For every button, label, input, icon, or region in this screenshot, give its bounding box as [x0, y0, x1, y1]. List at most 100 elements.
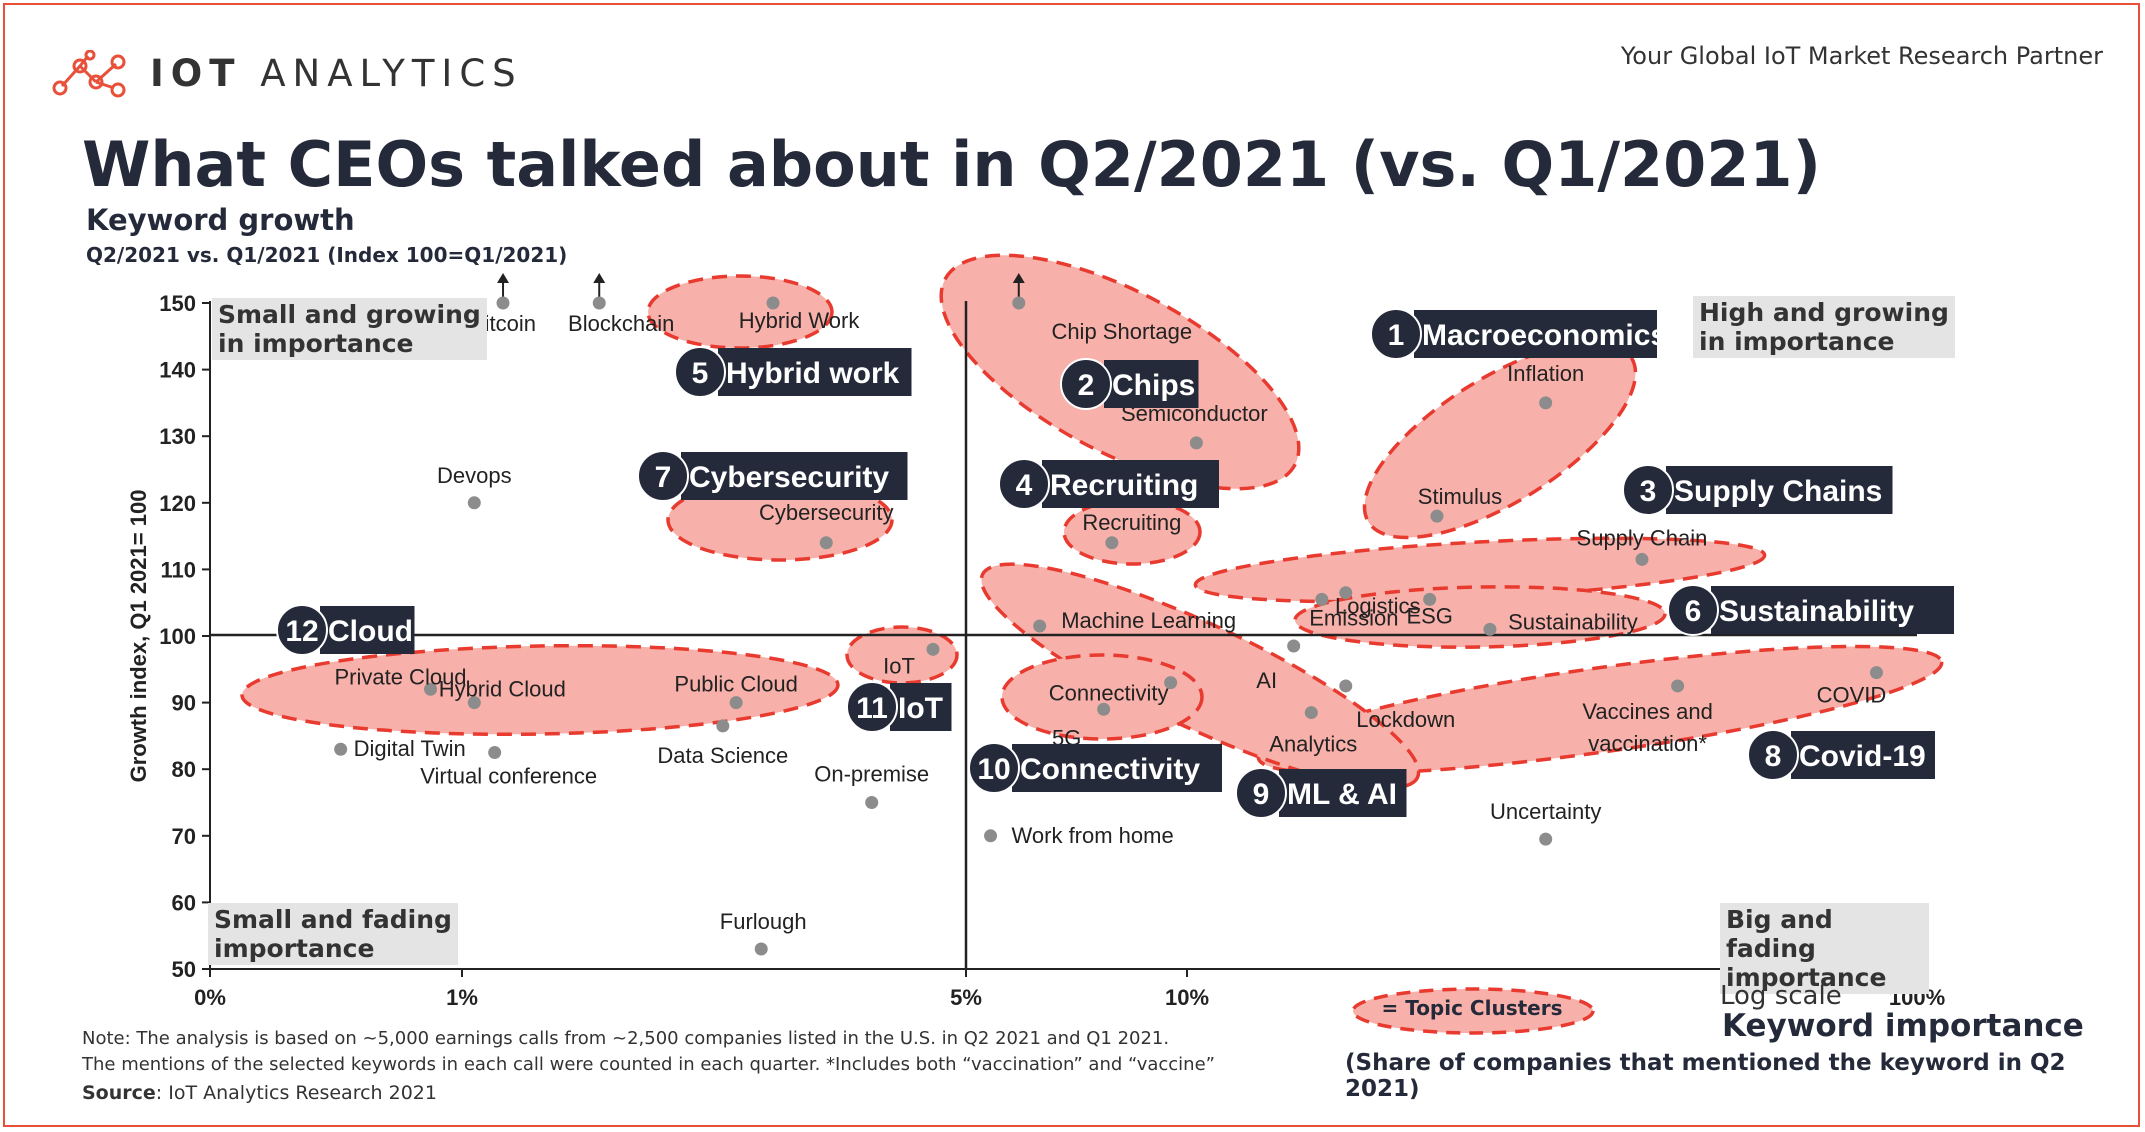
cluster-badge-number-cybersecurity — [637, 450, 689, 502]
point-label-virtual-conference: Virtual conference — [420, 764, 597, 789]
offscale-arrowhead-chip-shortage — [1012, 273, 1025, 283]
cluster-badge-label-covid-19: Covid-19 — [1799, 740, 1926, 773]
point-label-machine-learning: Machine Learning — [1061, 608, 1236, 633]
cluster-badge-num-text-supply-chains: 3 — [1640, 475, 1657, 508]
y-tick-label: 90 — [172, 691, 196, 716]
cluster-badge-label-cloud: Cloud — [328, 615, 413, 648]
cluster-badge-label-supply-chains: Supply Chains — [1674, 475, 1882, 508]
cluster-badge-label-bg-macroeconomics — [1414, 310, 1657, 358]
cluster-badge-num-text-chips: 2 — [1078, 369, 1095, 402]
page-frame — [3, 3, 2140, 1127]
y-tick-label: 120 — [159, 491, 196, 516]
quadrant-label-bottom-right: Big and fading importance — [1720, 903, 1929, 994]
y-tick-label: 60 — [172, 890, 196, 915]
chart-subtitle: Keyword growth — [86, 203, 355, 237]
point-iot — [926, 642, 940, 656]
data-points: Bitcoin Blockchain Hybrid Work Chip Shortag… — [334, 273, 1886, 956]
cluster-badge-number-macroeconomics — [1370, 308, 1422, 360]
iot-analytics-logo-icon — [52, 50, 126, 98]
point-label-iot: IoT — [883, 653, 915, 678]
note-line-1: Note: The analysis is based on ~5,000 ea… — [82, 1028, 1170, 1049]
cluster-shape-sustainability — [1293, 585, 1667, 649]
tagline: Your Global IoT Market Research Partner — [1620, 42, 2103, 70]
cluster-badge-label-bg-hybrid-work — [718, 348, 912, 396]
point-label-hybrid-cloud: Hybrid Cloud — [439, 677, 566, 702]
point-bitcoin — [496, 296, 510, 310]
chart-subtitle-2: Q2/2021 vs. Q1/2021 (Index 100=Q1/2021) — [86, 243, 568, 267]
point-label-work-from-home: Work from home — [1012, 823, 1174, 848]
point-digital-twin — [334, 742, 348, 756]
point-label-ai: AI — [1256, 668, 1277, 693]
x-tick-label: 0% — [194, 985, 226, 1010]
cluster-badge-num-text-macroeconomics: 1 — [1388, 319, 1405, 352]
point-label-sustainability: Sustainability — [1508, 609, 1638, 634]
legend-cluster-swatch — [1351, 987, 1595, 1035]
point-label-blockchain: Blockchain — [568, 311, 674, 336]
point-label-logistics: Logistics — [1335, 594, 1421, 619]
y-tick-label: 110 — [161, 557, 197, 582]
point-cybersecurity — [819, 536, 833, 550]
point-label-cybersecurity: Cybersecurity — [759, 500, 893, 525]
y-axis-title: Growth index, Q1 2021= 100 — [126, 490, 151, 783]
point-furlough — [754, 942, 768, 956]
y-tick-label: 150 — [159, 291, 196, 316]
cluster-badge-num-text-hybrid-work: 5 — [692, 357, 709, 390]
offscale-arrowhead-bitcoin — [497, 273, 510, 283]
cluster-shape-cloud — [240, 643, 840, 737]
cluster-badge-number-supply-chains — [1622, 464, 1674, 516]
cluster-badge-label-recruiting: Recruiting — [1050, 469, 1198, 502]
point-label-furlough: Furlough — [720, 909, 807, 934]
point-machine-learning — [1033, 619, 1047, 633]
cluster-badge-num-text-cloud: 12 — [285, 615, 318, 648]
point-connectivity — [1164, 676, 1178, 690]
point-esg — [1423, 592, 1437, 606]
cluster-badge-number-covid-19 — [1747, 729, 1799, 781]
cluster-badge-label-bg-supply-chains — [1666, 466, 1893, 514]
cluster-shapes — [240, 253, 1944, 790]
x-tick-label: 10% — [1165, 985, 1209, 1010]
offscale-arrowhead-blockchain — [593, 273, 606, 283]
cluster-badge-number-hybrid-work — [674, 346, 726, 398]
point-emission — [1315, 592, 1329, 606]
cluster-badge-number-cloud — [276, 604, 328, 656]
cluster-badge-number-chips — [1060, 358, 1112, 410]
cluster-badge-label-bg-chips — [1104, 360, 1199, 408]
cluster-badge-label-cybersecurity: Cybersecurity — [689, 461, 889, 494]
cluster-badge-label-bg-recruiting — [1042, 460, 1219, 508]
x-tick-label: 1% — [446, 985, 478, 1010]
point-uncertainty — [1539, 832, 1553, 846]
point-hybrid-work — [766, 296, 780, 310]
cluster-badge-num-text-ml-ai: 9 — [1253, 778, 1270, 811]
y-tick-label: 130 — [159, 424, 196, 449]
point-data-science — [716, 719, 730, 733]
cluster-badge-label-ml-ai: ML & AI — [1287, 778, 1397, 811]
cluster-badge-number-ml-ai — [1235, 767, 1287, 819]
y-tick-label: 70 — [172, 824, 196, 849]
point-label-recruiting: Recruiting — [1082, 510, 1181, 535]
point-label-devops: Devops — [437, 463, 512, 488]
point-sustainability — [1483, 622, 1497, 636]
cluster-badge-number-connectivity — [968, 742, 1020, 794]
cluster-badge-number-iot — [846, 681, 898, 733]
x-tick-label: 5% — [950, 985, 982, 1010]
point-label-emission: Emission — [1309, 605, 1398, 630]
cluster-badge-label-bg-cybersecurity — [681, 452, 908, 500]
note-line-2: The mentions of the selected keywords in… — [82, 1054, 1215, 1075]
point-5g — [1097, 702, 1111, 716]
point-on-premise — [865, 796, 879, 809]
point-analytics — [1304, 706, 1318, 720]
point-private-cloud — [424, 682, 438, 696]
cluster-badge-num-text-connectivity: 10 — [977, 753, 1010, 786]
point-devops — [467, 496, 481, 510]
point-vaccines-and-vaccination — [1671, 679, 1685, 693]
cluster-badge-label-connectivity: Connectivity — [1020, 753, 1200, 786]
legend-label: = Topic Clusters — [1381, 996, 1563, 1020]
point-label-covid: COVID — [1817, 683, 1887, 708]
point-stimulus — [1430, 509, 1444, 523]
point-recruiting — [1105, 536, 1119, 550]
cluster-badge-label-hybrid-work: Hybrid work — [726, 357, 900, 390]
brand-name: IOT ANALYTICS — [150, 52, 523, 95]
cluster-badge-label-bg-sustainability — [1711, 586, 1954, 634]
point-label-connectivity: Connectivity — [1049, 681, 1169, 706]
cluster-shape-connectivity — [1000, 653, 1204, 741]
